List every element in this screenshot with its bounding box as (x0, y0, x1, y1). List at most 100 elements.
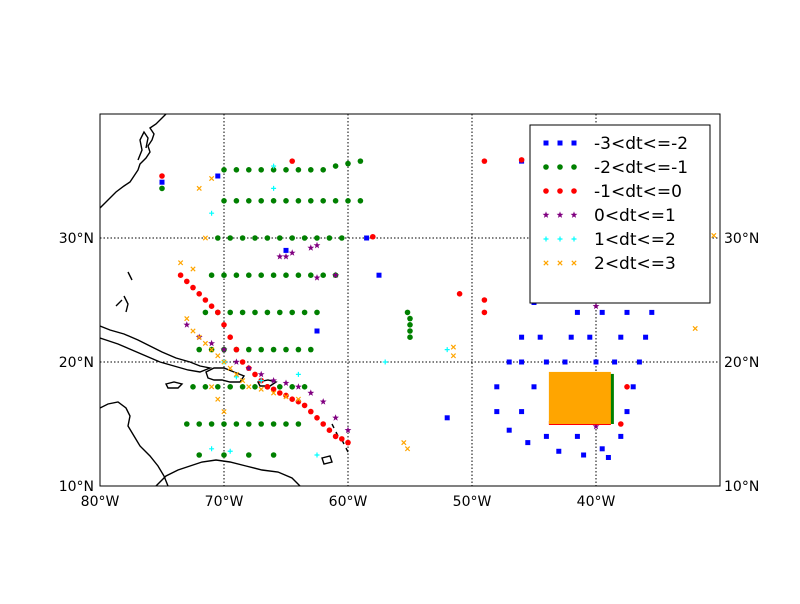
legend-marker (572, 141, 577, 146)
data-point (308, 409, 314, 415)
data-point (618, 335, 623, 340)
legend-label: -1<dt<=0 (594, 182, 682, 202)
data-point (457, 291, 463, 297)
data-point (240, 310, 246, 316)
data-point (227, 235, 233, 241)
data-point (308, 347, 314, 353)
data-point (196, 452, 202, 458)
data-point (345, 198, 351, 204)
data-point (283, 272, 289, 278)
data-point (587, 335, 592, 340)
legend-marker (558, 141, 563, 146)
lon-tick-label: 40°W (577, 494, 616, 510)
data-point (203, 384, 209, 390)
lon-tick-label: 80°W (81, 494, 120, 510)
data-point (209, 272, 215, 278)
data-point (377, 273, 382, 278)
data-point (370, 234, 376, 240)
data-point (569, 335, 574, 340)
data-point (320, 272, 326, 278)
data-point (296, 198, 302, 204)
legend-label: -3<dt<=-2 (594, 134, 688, 154)
data-point (289, 310, 295, 316)
data-point (271, 272, 277, 278)
latitude-labels-left: 10°N20°N30°N (59, 231, 94, 495)
data-point (339, 436, 345, 442)
data-point (252, 235, 258, 241)
lat-tick-label-right: 20°N (724, 355, 759, 371)
data-point (600, 310, 605, 315)
data-point (277, 310, 283, 316)
data-point (525, 440, 530, 445)
data-point (221, 272, 227, 278)
data-point (637, 360, 642, 365)
legend-marker (557, 164, 563, 170)
data-point (575, 434, 580, 439)
data-point (284, 248, 289, 253)
data-point (289, 235, 295, 241)
data-point (246, 421, 252, 427)
data-point (538, 335, 543, 340)
legend-marker (571, 188, 577, 194)
series-6 (549, 372, 614, 425)
data-point (302, 384, 308, 390)
data-point (246, 347, 252, 353)
data-point (296, 272, 302, 278)
data-point (159, 173, 165, 179)
data-point (265, 310, 271, 316)
data-point (532, 384, 537, 389)
legend-marker (543, 164, 549, 170)
data-point (482, 310, 488, 316)
data-point (215, 235, 221, 241)
data-point (234, 198, 240, 204)
data-point (258, 347, 264, 353)
data-point (302, 310, 308, 316)
lat-tick-label-left: 20°N (59, 355, 94, 371)
data-point (308, 272, 314, 278)
data-point (320, 421, 326, 427)
data-point (258, 272, 264, 278)
data-point (405, 310, 411, 316)
data-point (649, 310, 654, 315)
data-point (246, 452, 252, 458)
data-point (196, 347, 202, 353)
data-point (333, 163, 339, 169)
data-point (234, 272, 240, 278)
data-point (494, 384, 499, 389)
data-point (184, 279, 190, 285)
data-point (482, 297, 488, 303)
data-point (618, 434, 623, 439)
data-point (283, 421, 289, 427)
lon-tick-label: 50°W (453, 494, 492, 510)
lat-tick-label-right: 30°N (724, 231, 759, 247)
data-point (289, 384, 295, 390)
data-point (252, 384, 258, 390)
data-point (283, 347, 289, 353)
data-point (221, 322, 227, 328)
data-point (407, 334, 413, 340)
data-point (507, 428, 512, 433)
data-point (407, 328, 413, 334)
data-point (178, 272, 184, 278)
data-point (407, 316, 413, 322)
data-point (445, 415, 450, 420)
data-point (227, 310, 233, 316)
data-point (159, 186, 165, 192)
lon-tick-label: 70°W (205, 494, 244, 510)
data-point (327, 427, 333, 433)
dense-point-block (549, 372, 611, 424)
data-point (258, 421, 264, 427)
data-point (215, 384, 221, 390)
data-point (327, 235, 333, 241)
data-point (240, 384, 246, 390)
legend-marker (543, 188, 549, 194)
data-point (190, 285, 196, 291)
data-point (209, 421, 215, 427)
data-point (364, 236, 369, 241)
data-point (314, 235, 320, 241)
longitude-labels: 80°W 70°W 60°W 50°W 40°W (81, 494, 616, 510)
data-point (315, 329, 320, 334)
legend-marker (571, 164, 577, 170)
data-point (252, 310, 258, 316)
legend-label: 1<dt<=2 (594, 230, 676, 250)
